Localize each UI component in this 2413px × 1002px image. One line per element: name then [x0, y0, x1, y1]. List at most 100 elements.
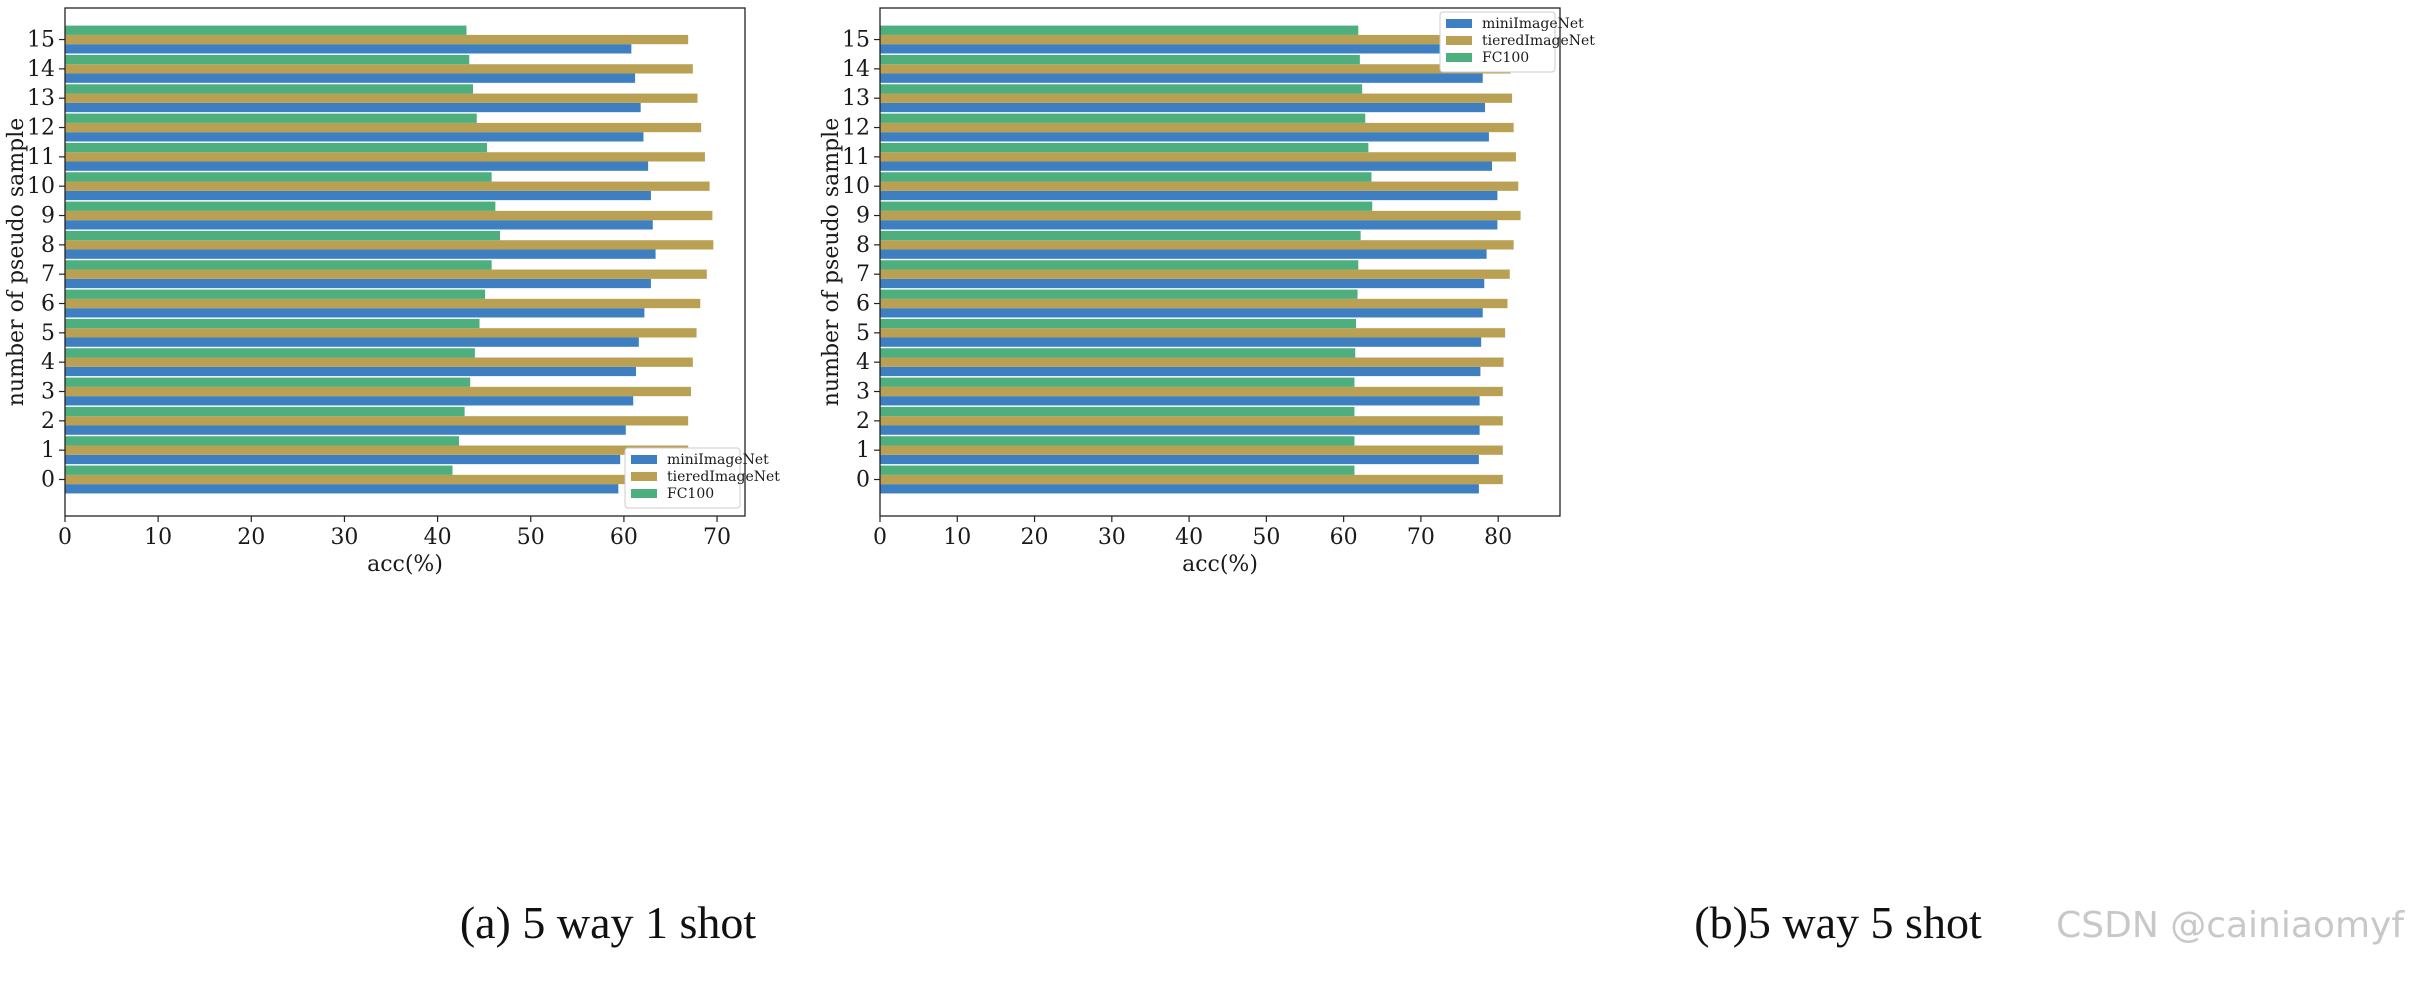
- bar-tieredImageNet-8: [65, 240, 714, 250]
- y-tick-label: 1: [856, 438, 870, 463]
- bar-miniImageNet-10: [880, 190, 1498, 201]
- bar-tieredImageNet-0: [65, 474, 689, 485]
- bar-FC100-12: [65, 113, 477, 123]
- bar-miniImageNet-7: [880, 278, 1485, 289]
- y-axis-label: number of pseudo sample: [819, 118, 844, 406]
- bar-tieredImageNet-2: [880, 416, 1503, 426]
- x-tick-label: 0: [58, 525, 72, 550]
- bar-FC100-4: [65, 348, 475, 358]
- y-tick-label: 11: [842, 145, 870, 170]
- y-tick-label: 15: [842, 28, 870, 53]
- y-tick-label: 3: [856, 380, 870, 405]
- bar-FC100-0: [65, 465, 453, 475]
- bar-miniImageNet-3: [65, 396, 634, 406]
- bar-tieredImageNet-10: [65, 181, 710, 191]
- y-tick-label: 10: [842, 174, 870, 199]
- bar-tieredImageNet-7: [880, 269, 1510, 279]
- bar-miniImageNet-12: [880, 132, 1489, 142]
- bar-FC100-5: [65, 318, 480, 329]
- legend-label-miniImageNet: miniImageNet: [1482, 16, 1584, 32]
- x-tick-label: 30: [1098, 525, 1126, 550]
- bar-FC100-3: [65, 377, 471, 387]
- bar-miniImageNet-11: [880, 161, 1492, 171]
- bar-miniImageNet-4: [880, 366, 1481, 377]
- bar-miniImageNet-6: [65, 308, 645, 318]
- bar-miniImageNet-2: [65, 425, 626, 435]
- bar-miniImageNet-2: [880, 425, 1480, 435]
- bar-miniImageNet-8: [65, 249, 656, 259]
- x-tick-label: 50: [1252, 525, 1280, 550]
- bar-FC100-2: [65, 406, 465, 417]
- x-tick-label: 50: [517, 525, 545, 550]
- y-tick-label: 5: [856, 321, 870, 346]
- bar-tieredImageNet-9: [880, 210, 1521, 221]
- legend-swatch-FC100: [631, 489, 657, 498]
- panel-b: 0 10 20 30 40 50 60 70 800123456789101112131415a…: [819, 7, 1595, 577]
- y-tick-label: 7: [41, 262, 55, 287]
- watermark-text: CSDN @cainiaomyf: [2056, 905, 2405, 946]
- bar-miniImageNet-14: [880, 73, 1483, 83]
- bar-miniImageNet-15: [880, 44, 1482, 54]
- bar-FC100-1: [880, 436, 1355, 446]
- bar-FC100-11: [65, 142, 487, 153]
- bar-tieredImageNet-5: [880, 328, 1506, 338]
- bar-tieredImageNet-0: [880, 474, 1503, 485]
- bar-tieredImageNet-3: [880, 386, 1503, 397]
- bar-miniImageNet-1: [65, 454, 621, 465]
- bar-tieredImageNet-13: [880, 93, 1513, 103]
- x-tick-label: 10: [144, 525, 172, 550]
- x-tick-label: 30: [330, 525, 358, 550]
- legend-swatch-miniImageNet: [1446, 19, 1472, 28]
- x-tick-label: 0: [873, 525, 887, 550]
- bar-tieredImageNet-5: [65, 328, 697, 338]
- bar-FC100-6: [880, 289, 1358, 299]
- y-tick-label: 4: [856, 350, 870, 375]
- bar-miniImageNet-13: [65, 102, 641, 113]
- bar-tieredImageNet-12: [65, 122, 702, 133]
- caption-b: (b)5 way 5 shot: [1694, 897, 1982, 948]
- y-tick-label: 12: [27, 116, 55, 141]
- y-tick-label: 15: [27, 28, 55, 53]
- bar-FC100-8: [65, 230, 501, 241]
- bar-tieredImageNet-1: [880, 445, 1503, 455]
- bar-FC100-10: [65, 172, 492, 182]
- y-tick-label: 8: [41, 233, 55, 258]
- y-tick-label: 9: [856, 204, 870, 229]
- y-tick-label: 13: [27, 86, 55, 111]
- bar-tieredImageNet-13: [65, 93, 698, 103]
- bar-FC100-12: [880, 113, 1366, 123]
- y-tick-label: 2: [41, 409, 55, 434]
- legend-swatch-tieredImageNet: [1446, 36, 1472, 45]
- bar-FC100-0: [880, 465, 1355, 475]
- bar-miniImageNet-8: [880, 249, 1487, 259]
- bar-miniImageNet-1: [880, 454, 1479, 465]
- y-tick-label: 0: [856, 468, 870, 493]
- bar-FC100-3: [880, 377, 1355, 387]
- bar-miniImageNet-5: [65, 337, 639, 347]
- bar-miniImageNet-0: [880, 484, 1479, 494]
- bar-miniImageNet-15: [65, 44, 632, 54]
- bar-FC100-4: [880, 348, 1356, 358]
- bar-tieredImageNet-6: [880, 298, 1508, 309]
- bar-tieredImageNet-2: [65, 416, 689, 426]
- bar-FC100-14: [65, 54, 470, 65]
- bar-FC100-11: [880, 142, 1369, 153]
- bar-tieredImageNet-1: [65, 445, 689, 455]
- x-tick-label: 40: [424, 525, 452, 550]
- y-tick-label: 7: [856, 262, 870, 287]
- x-tick-label: 10: [943, 525, 971, 550]
- legend-swatch-tieredImageNet: [631, 472, 657, 481]
- legend-label-FC100: FC100: [667, 486, 714, 502]
- bar-FC100-15: [65, 25, 467, 35]
- bar-miniImageNet-14: [65, 73, 636, 83]
- y-tick-label: 3: [41, 380, 55, 405]
- y-tick-label: 8: [856, 233, 870, 258]
- y-tick-label: 13: [842, 86, 870, 111]
- panel-a: 0 10 20 30 40 50 60 700123456789101112131415acc…: [4, 7, 780, 577]
- y-tick-label: 5: [41, 321, 55, 346]
- bar-tieredImageNet-3: [65, 386, 691, 397]
- bar-tieredImageNet-4: [65, 357, 693, 367]
- x-tick-label: 20: [1021, 525, 1049, 550]
